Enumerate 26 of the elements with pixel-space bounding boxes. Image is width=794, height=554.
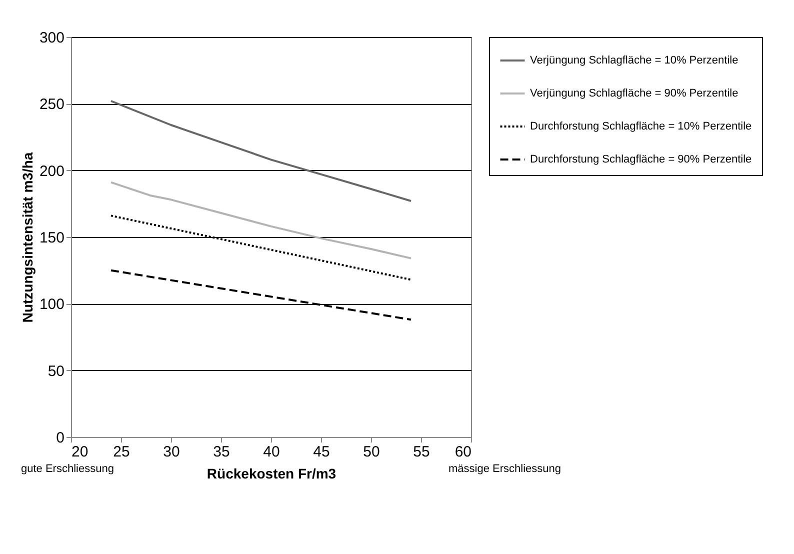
legend-label: Durchforstung Schlagfläche = 10% Perzentile <box>530 120 752 132</box>
x-tick-label: 30 <box>163 444 180 460</box>
y-axis-title: Nutzungsintensität m3/ha <box>19 152 36 323</box>
y-tick-label: 250 <box>39 96 64 114</box>
y-tick-label: 100 <box>39 296 64 314</box>
x-axis-title: Rückekosten Fr/m3 <box>206 466 336 482</box>
x-tick-label: 45 <box>313 444 330 460</box>
x-tick-label: 20 <box>72 444 88 460</box>
legend-label: Verjüngung Schlagfläche = 10% Perzentile <box>530 54 738 66</box>
y-tick-label: 300 <box>39 30 64 46</box>
line-series <box>110 100 412 202</box>
legend-label: Durchforstung Schlagfläche = 90% Perzentile <box>530 154 752 166</box>
text: mässige Erschliessung <box>448 463 561 475</box>
y-tick-label: 50 <box>48 362 64 380</box>
y-tick-label: 200 <box>39 162 64 180</box>
x-tick-label: 55 <box>413 444 430 460</box>
x-tick-label: 60 <box>454 444 472 460</box>
y-tick-label: 150 <box>39 230 64 246</box>
x-tick-label: 25 <box>113 444 130 460</box>
y-tick-label: 0 <box>56 430 64 446</box>
legend-label: Verjüngung Schlagfläche = 90% Perzentile <box>530 88 738 100</box>
text: gute Erschliessung <box>21 463 114 475</box>
x-tick-label: 50 <box>363 444 380 460</box>
x-tick-label: 35 <box>213 444 230 460</box>
line-series <box>110 181 412 260</box>
x-tick-label: 40 <box>263 444 280 460</box>
